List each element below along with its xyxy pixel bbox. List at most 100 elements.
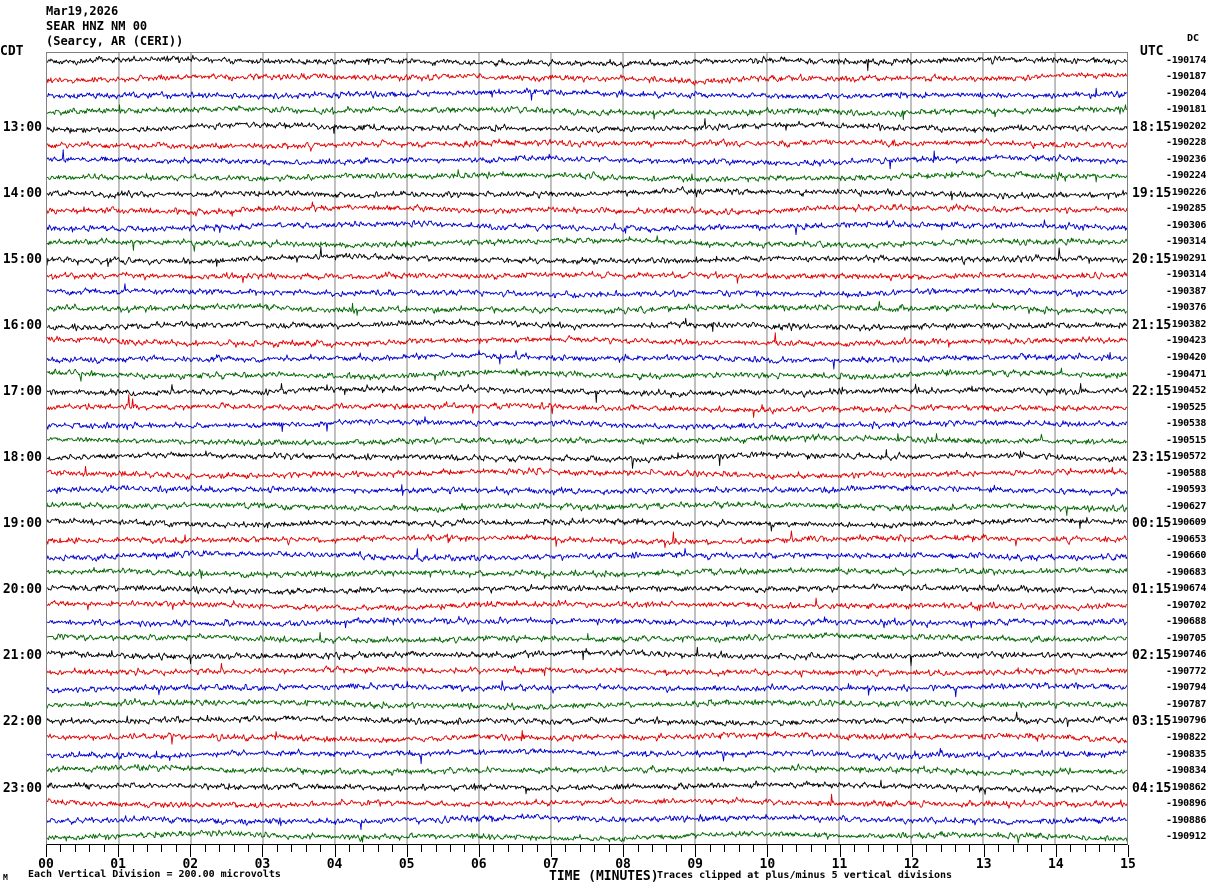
x-minor-tick <box>709 845 711 852</box>
dc-offset-value: -190862 <box>1166 781 1207 793</box>
left-axis-label: CDT <box>0 44 24 59</box>
x-axis-title: TIME (MINUTES) <box>549 869 659 884</box>
scale-note: Each Vertical Division = 200.00 microvol… <box>28 869 281 880</box>
dc-offset-value: -190794 <box>1166 682 1207 694</box>
x-minor-tick <box>738 845 740 852</box>
dc-offset-value: -190822 <box>1166 731 1207 743</box>
dc-offset-value: -190382 <box>1166 318 1207 330</box>
x-major-tick <box>623 845 625 857</box>
dc-column-label: DC <box>1187 33 1200 44</box>
x-tick-label: 13 <box>975 857 992 872</box>
left-time-label: 21:00 <box>2 648 42 664</box>
left-time-label: 18:00 <box>2 450 42 466</box>
x-major-tick <box>262 845 264 857</box>
x-tick-label: 07 <box>543 857 559 872</box>
x-major-tick <box>406 845 408 857</box>
x-minor-tick <box>305 845 307 852</box>
dc-offset-value: -190423 <box>1166 335 1207 347</box>
dc-offset-value: -190376 <box>1166 302 1207 314</box>
x-minor-tick <box>666 845 668 852</box>
dc-offset-value: -190572 <box>1166 451 1207 463</box>
right-time-label: 22:15 <box>1132 384 1172 400</box>
x-tick-label: 10 <box>759 857 776 872</box>
plot-header: Mar19,2026 SEAR HNZ NM 00 (Searcy, AR (C… <box>46 4 183 49</box>
x-tick-label: 11 <box>831 857 848 872</box>
x-minor-tick <box>680 845 682 852</box>
dc-offset-value: -190746 <box>1166 649 1207 661</box>
x-tick-label: 00 <box>38 857 54 872</box>
dc-offset-value: -190702 <box>1166 599 1207 611</box>
x-minor-tick <box>579 845 581 852</box>
x-minor-tick <box>507 845 509 852</box>
x-minor-tick <box>940 845 942 852</box>
right-time-label: 00:15 <box>1132 516 1172 532</box>
x-minor-tick <box>565 845 567 852</box>
right-time-label: 21:15 <box>1132 317 1172 333</box>
x-minor-tick <box>421 845 423 852</box>
x-minor-tick <box>89 845 91 852</box>
dc-offset-value: -190420 <box>1166 352 1207 363</box>
right-time-label: 01:15 <box>1132 582 1172 598</box>
x-major-tick <box>767 845 769 857</box>
dc-offset-value: -190181 <box>1166 104 1207 116</box>
dc-offset-value: -190627 <box>1166 500 1207 512</box>
x-minor-tick <box>377 845 379 852</box>
x-major-tick <box>118 845 120 857</box>
dc-offset-value: -190772 <box>1166 665 1207 677</box>
dc-offset-value: -190291 <box>1166 252 1207 264</box>
x-minor-tick <box>1113 845 1115 852</box>
x-minor-tick <box>608 845 610 852</box>
dc-offset-value: -190306 <box>1166 219 1207 231</box>
dc-offset-value: -190588 <box>1166 467 1207 479</box>
dc-offset-value: -190387 <box>1166 285 1207 297</box>
seismic-traces <box>47 54 1127 844</box>
dc-offset-value: -190593 <box>1166 484 1207 496</box>
x-tick-label: 04 <box>326 857 343 872</box>
x-minor-tick <box>810 845 812 852</box>
dc-offset-value: -190314 <box>1166 269 1207 281</box>
x-major-tick <box>478 845 480 857</box>
corner-mark: M <box>3 873 8 882</box>
right-time-label: 19:15 <box>1132 185 1172 201</box>
x-major-tick <box>190 845 192 857</box>
x-minor-tick <box>882 845 884 852</box>
dc-offset-value: -190224 <box>1166 170 1207 182</box>
dc-offset-value: -190835 <box>1166 748 1207 760</box>
seismogram-plot-area <box>46 52 1128 845</box>
dc-offset-value: -190285 <box>1166 203 1207 215</box>
dc-offset-value: -190538 <box>1166 418 1207 430</box>
x-minor-tick <box>796 845 798 852</box>
x-minor-tick <box>219 845 221 852</box>
x-minor-tick <box>1070 845 1072 852</box>
dc-offset-value: -190834 <box>1166 765 1207 777</box>
dc-offset-value: -190452 <box>1166 385 1207 397</box>
x-tick-label: 06 <box>470 857 487 872</box>
x-minor-tick <box>291 845 293 852</box>
x-minor-tick <box>1084 845 1086 852</box>
x-minor-tick <box>1099 845 1101 852</box>
x-major-tick <box>1055 845 1057 857</box>
left-time-label: 23:00 <box>2 780 42 796</box>
x-minor-tick <box>449 845 451 852</box>
dc-offset-value: -190228 <box>1166 137 1207 149</box>
x-tick-label: 01 <box>110 857 126 872</box>
x-minor-tick <box>233 845 235 852</box>
right-time-label: 03:15 <box>1132 714 1172 730</box>
dc-offset-value: -190314 <box>1166 236 1207 248</box>
x-minor-tick <box>998 845 1000 852</box>
x-minor-tick <box>954 845 956 852</box>
dc-offset-value: -190471 <box>1166 368 1207 380</box>
x-minor-tick <box>853 845 855 852</box>
left-time-label: 14:00 <box>2 185 42 201</box>
x-minor-tick <box>204 845 206 852</box>
dc-offset-value: -190886 <box>1166 814 1207 826</box>
left-time-label: 15:00 <box>2 251 42 267</box>
x-tick-label: 03 <box>254 857 271 872</box>
dc-offset-value: -190787 <box>1166 698 1207 710</box>
x-minor-tick <box>969 845 971 852</box>
x-minor-tick <box>248 845 249 852</box>
x-minor-tick <box>363 845 365 852</box>
header-station: SEAR HNZ NM 00 <box>46 19 148 33</box>
left-time-label: 22:00 <box>2 714 42 730</box>
x-minor-tick <box>724 845 726 852</box>
